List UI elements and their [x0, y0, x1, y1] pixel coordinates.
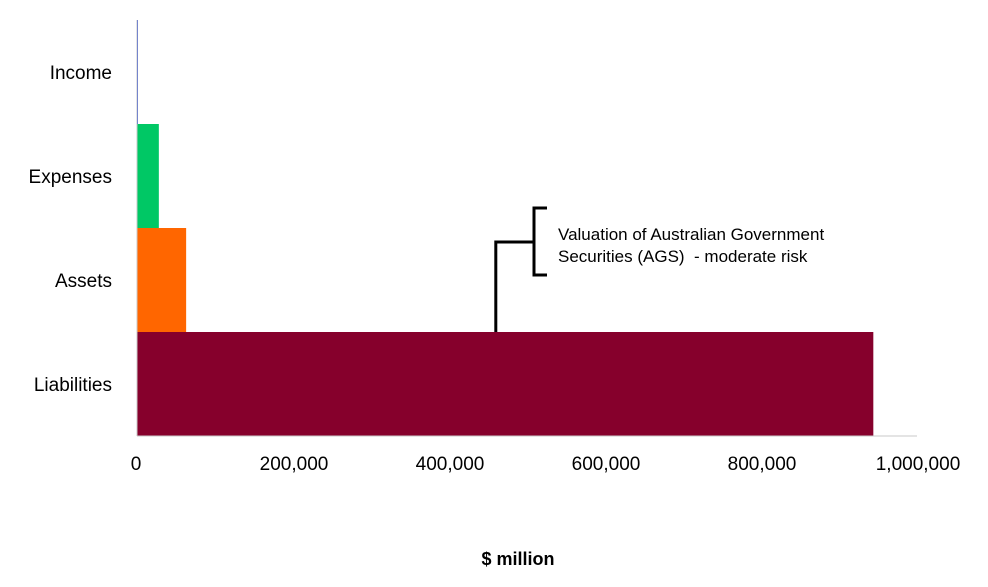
annotation: Valuation of Australian Government Secur…	[494, 206, 824, 332]
x-tick-label: 600,000	[572, 454, 641, 475]
bar-expenses	[137, 124, 159, 228]
category-label-assets: Assets	[55, 271, 112, 292]
x-tick-label: 1,000,000	[876, 454, 961, 475]
annotation-line-1: Valuation of Australian Government	[558, 225, 824, 244]
category-label-liabilities: Liabilities	[34, 375, 112, 396]
bars-group	[137, 20, 874, 436]
annotation-bracket	[494, 206, 547, 332]
x-tick-labels: 0 200,000 400,000 600,000 800,000 1,000,000	[131, 454, 961, 475]
bar-assets	[137, 228, 187, 332]
x-tick-label: 800,000	[728, 454, 797, 475]
x-tick-label: 0	[131, 454, 142, 475]
x-tick-label: 200,000	[260, 454, 329, 475]
bar-liabilities	[137, 332, 874, 436]
category-labels: Income Expenses Assets Liabilities	[29, 63, 112, 396]
annotation-line-2: Securities (AGS) - moderate risk	[558, 247, 808, 266]
category-label-income: Income	[50, 63, 112, 84]
x-tick-label: 400,000	[416, 454, 485, 475]
category-label-expenses: Expenses	[29, 167, 112, 188]
x-axis-title: $ million	[481, 549, 554, 569]
